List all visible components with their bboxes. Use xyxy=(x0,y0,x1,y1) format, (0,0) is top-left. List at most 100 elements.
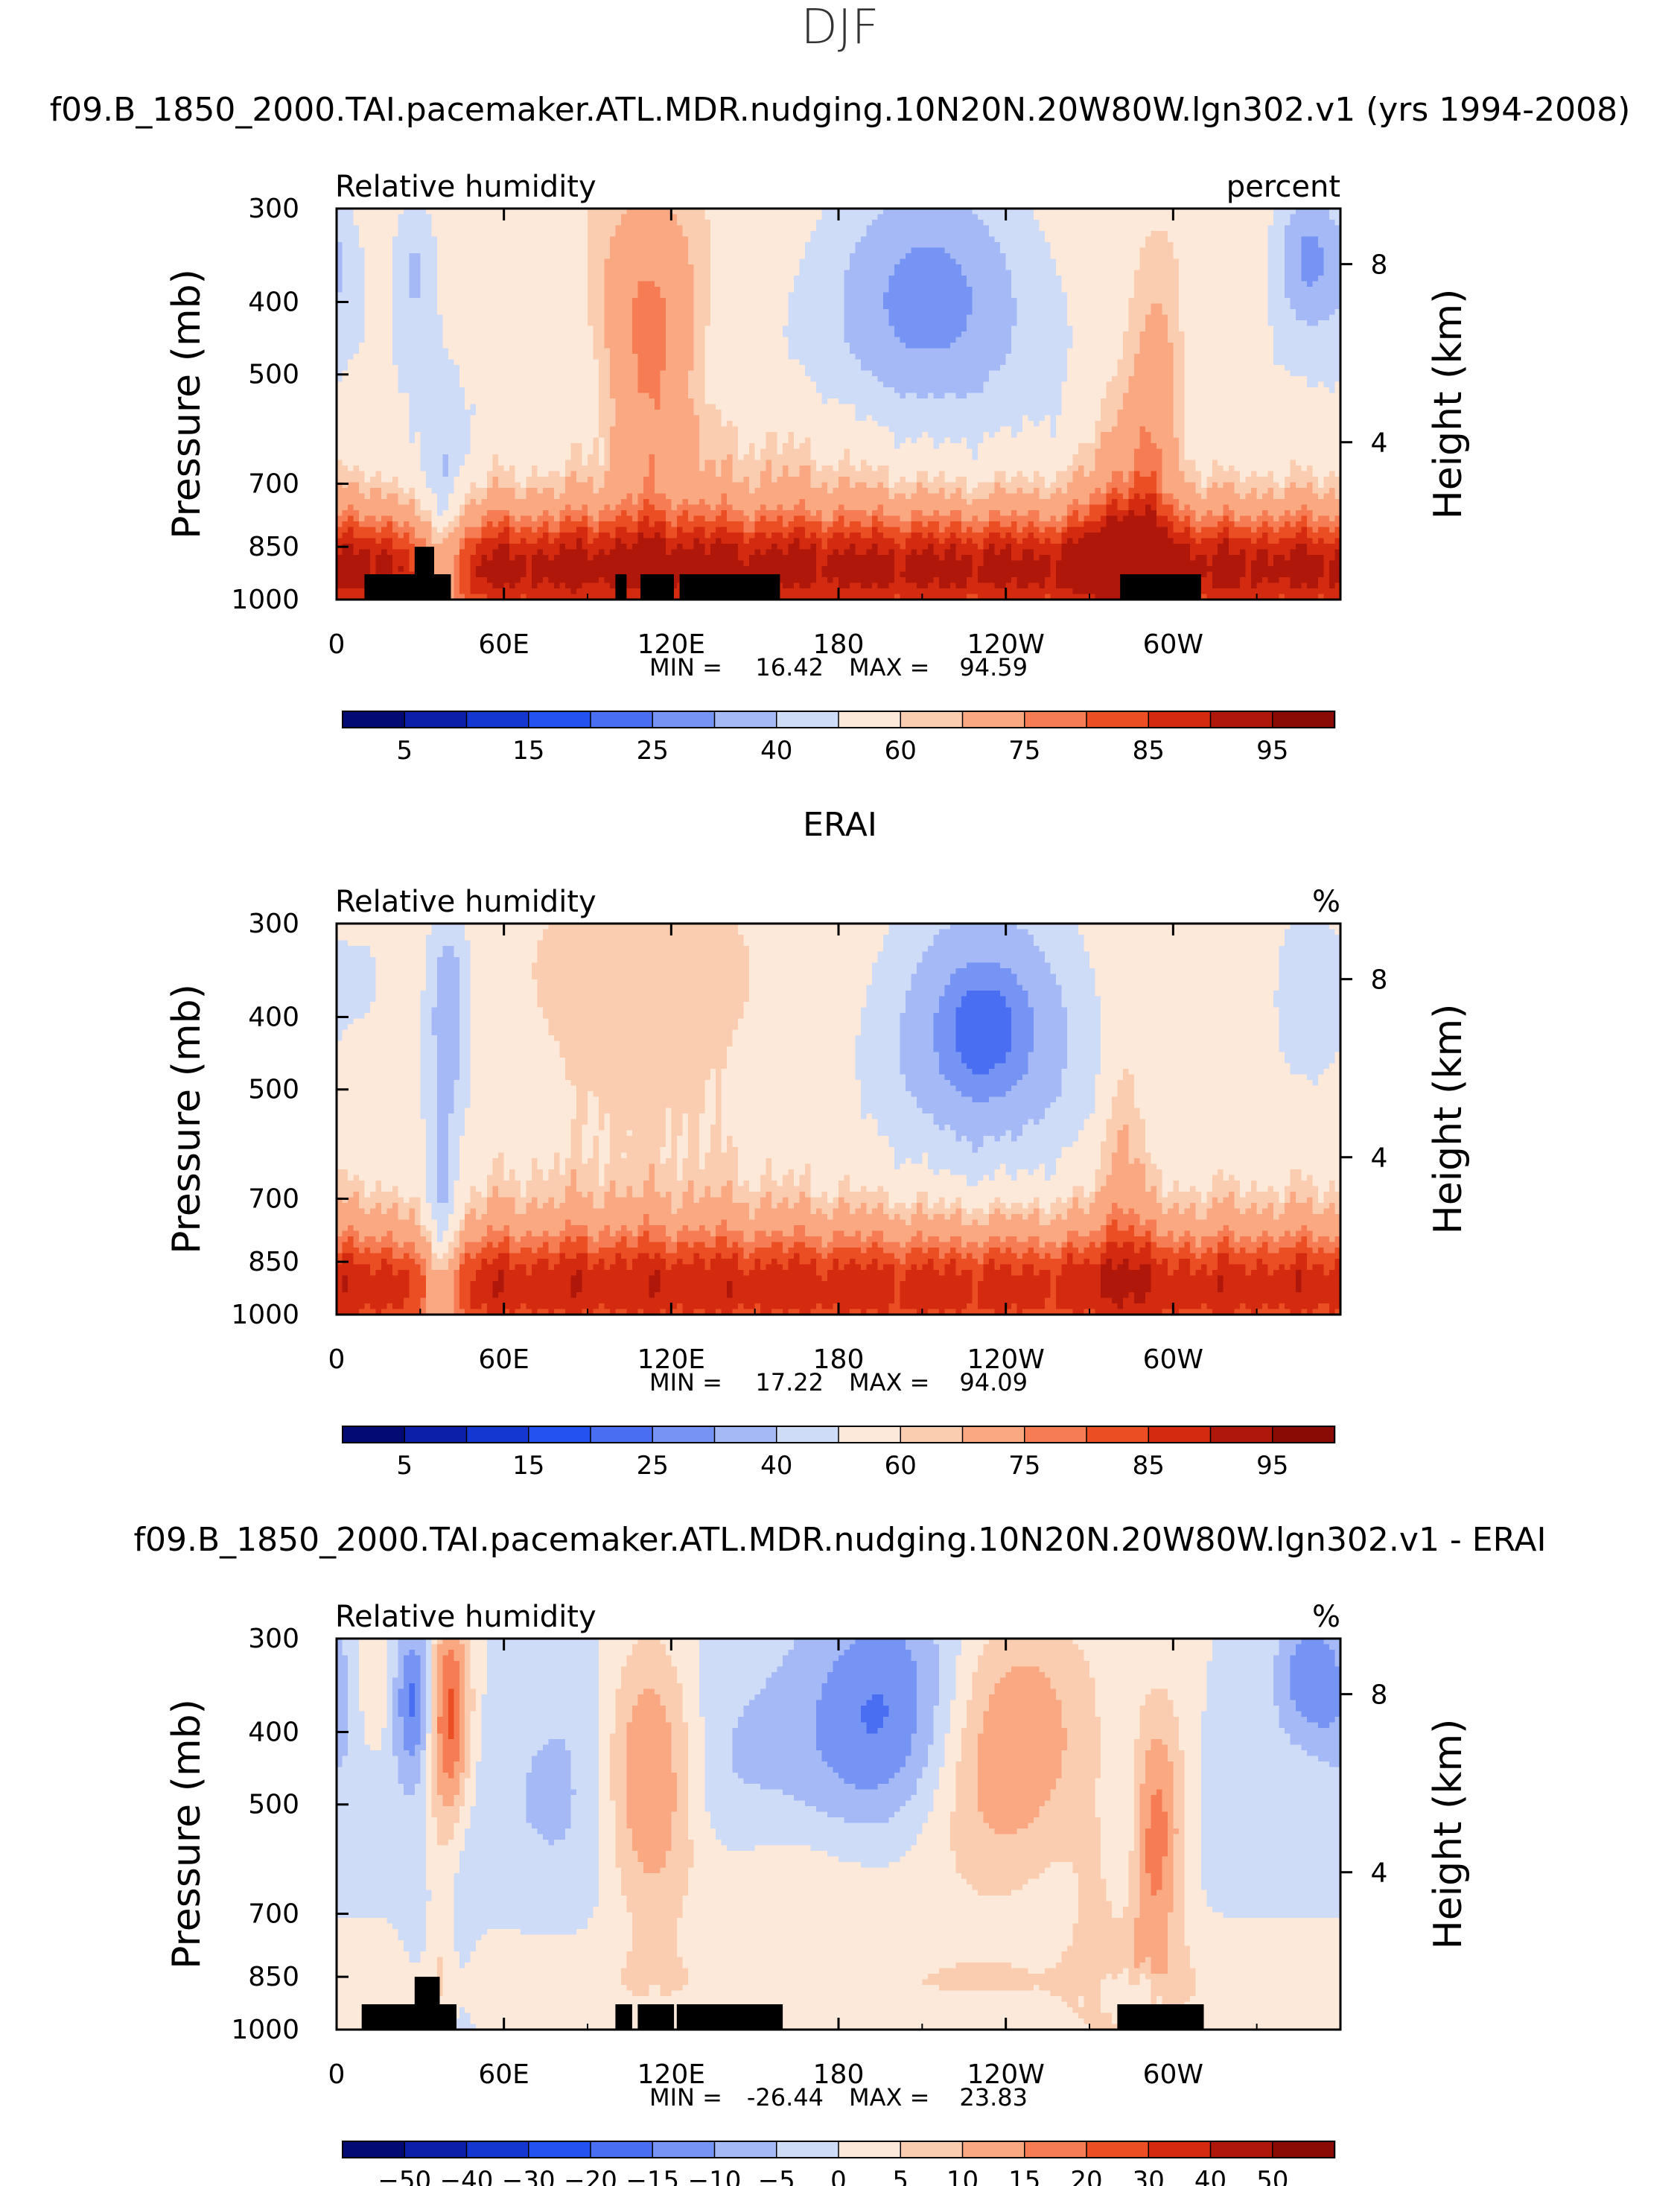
y-tick-label: 1000 xyxy=(231,2015,299,2045)
y-right-tick-label: 4 xyxy=(1371,1858,1388,1889)
x-tick-label: 120W xyxy=(967,2059,1045,2090)
colorbar-swatch xyxy=(590,1426,654,1443)
page-title: DJF xyxy=(801,0,879,55)
colorbar-swatch xyxy=(838,2141,902,2158)
colorbar-swatch xyxy=(776,711,840,728)
y-tick-label: 1000 xyxy=(231,1300,299,1330)
colorbar-label: 95 xyxy=(1256,1451,1288,1481)
colorbar: 5 15 25 40 60 75 85 95 xyxy=(342,1426,1336,1481)
colorbar-label: 0 xyxy=(830,2166,847,2186)
colorbar-label: −30 xyxy=(502,2166,556,2186)
x-tick-label: 180 xyxy=(813,629,865,660)
y-axis-title-right: Height (km) xyxy=(1426,1719,1471,1950)
colorbar-swatch xyxy=(1086,711,1150,728)
y-right-tick-label: 8 xyxy=(1371,1680,1388,1711)
y-tick-label: 400 xyxy=(248,1717,299,1747)
colorbar-swatch xyxy=(776,2141,840,2158)
colorbar-swatch xyxy=(1024,711,1088,728)
contour-field xyxy=(337,924,1341,1315)
colorbar-swatch xyxy=(1148,711,1212,728)
terrain-block xyxy=(637,2004,675,2030)
y-axis-title-right: Height (km) xyxy=(1426,1004,1471,1235)
y-right-tick-label: 4 xyxy=(1371,428,1388,459)
min-label: MIN = xyxy=(649,1368,722,1397)
colorbar-swatch xyxy=(776,1426,840,1443)
colorbar-swatch xyxy=(961,711,1025,728)
x-tick-label: 60W xyxy=(1143,1344,1203,1375)
min-label: MIN = xyxy=(649,2083,722,2112)
colorbar-swatch xyxy=(528,2141,592,2158)
colorbar-swatch xyxy=(1209,711,1273,728)
colorbar-swatch xyxy=(652,1426,716,1443)
colorbar-label: −10 xyxy=(688,2166,742,2186)
y-tick-label: 300 xyxy=(248,909,299,939)
colorbar-swatch xyxy=(404,711,468,728)
chart-title: f09.B_1850_2000.TAI.pacemaker.ATL.MDR.nu… xyxy=(50,91,1631,129)
x-tick-label: 180 xyxy=(813,2059,865,2090)
terrain-block xyxy=(615,2004,632,2030)
colorbar-label: −15 xyxy=(626,2166,679,2186)
colorbar-label: 5 xyxy=(396,1451,413,1481)
y-axis-title-right: Height (km) xyxy=(1426,289,1471,520)
chart-panel-1: f09.B_1850_2000.TAI.pacemaker.ATL.MDR.nu… xyxy=(50,91,1631,766)
terrain-block xyxy=(1120,574,1201,600)
y-axis-title: Pressure (mb) xyxy=(165,269,209,539)
y-tick-label: 400 xyxy=(248,1002,299,1032)
y-axis-title: Pressure (mb) xyxy=(165,984,209,1254)
units-label: percent xyxy=(1226,170,1340,204)
colorbar-swatch xyxy=(652,711,716,728)
terrain-block xyxy=(364,574,451,600)
terrain-block xyxy=(640,574,674,600)
y-right-tick-label: 8 xyxy=(1371,965,1388,996)
colorbar-swatch xyxy=(961,1426,1025,1443)
y-tick-label: 500 xyxy=(248,1790,299,1820)
y-tick-label: 850 xyxy=(248,1962,299,1992)
y-axis-title: Pressure (mb) xyxy=(165,1699,209,1969)
colorbar-swatch xyxy=(900,1426,964,1443)
x-tick-label: 60E xyxy=(478,2059,529,2090)
colorbar-swatch xyxy=(342,2141,406,2158)
colorbar-label: −50 xyxy=(378,2166,431,2186)
colorbar-label: 95 xyxy=(1256,736,1288,766)
y-tick-label: 1000 xyxy=(231,585,299,615)
chart-panel-2: ERAI Relative humidity % 0 60E 120E 180 120W 60W… xyxy=(165,806,1471,1481)
terrain-block xyxy=(414,1977,440,2030)
max-label: MAX = xyxy=(849,653,929,681)
terrain-block xyxy=(414,547,434,600)
colorbar-label: 40 xyxy=(760,1451,792,1481)
colorbar-swatch xyxy=(1024,2141,1088,2158)
x-tick-label: 120W xyxy=(967,629,1045,660)
x-tick-label: 120E xyxy=(637,629,705,660)
colorbar-swatch xyxy=(404,1426,468,1443)
colorbar-swatch xyxy=(1148,1426,1212,1443)
colorbar-label: 5 xyxy=(892,2166,909,2186)
colorbar-swatch xyxy=(465,711,529,728)
colorbar-label: 30 xyxy=(1133,2166,1165,2186)
colorbar-swatch xyxy=(342,711,406,728)
x-tick-label: 120E xyxy=(637,2059,705,2090)
colorbar-swatch xyxy=(900,711,964,728)
chart-title: f09.B_1850_2000.TAI.pacemaker.ATL.MDR.nu… xyxy=(134,1521,1547,1559)
terrain-block xyxy=(615,574,627,600)
colorbar-swatch xyxy=(1209,1426,1273,1443)
field-label: Relative humidity xyxy=(335,1600,596,1634)
x-tick-label: 60W xyxy=(1143,2059,1203,2090)
y-tick-label: 400 xyxy=(248,287,299,317)
contour-field xyxy=(337,209,1341,600)
colorbar-swatch xyxy=(1272,2141,1336,2158)
colorbar-label: 60 xyxy=(885,1451,917,1481)
colorbar: −50 −40 −30 −20 −15 −10 −5 0 5 10 15 20 30 40 50 xyxy=(342,2141,1336,2186)
colorbar-swatch xyxy=(838,1426,902,1443)
chart-title: ERAI xyxy=(803,806,877,844)
y-right-tick-label: 8 xyxy=(1371,250,1388,281)
colorbar-label: 40 xyxy=(1194,2166,1226,2186)
colorbar-label: 50 xyxy=(1256,2166,1288,2186)
colorbar-label: 75 xyxy=(1008,736,1040,766)
colorbar-swatch xyxy=(342,1426,406,1443)
y-tick-label: 500 xyxy=(248,360,299,390)
colorbar-label: −20 xyxy=(564,2166,617,2186)
min-value: 16.42 xyxy=(755,653,824,681)
colorbar: 5 15 25 40 60 75 85 95 xyxy=(342,711,1336,766)
colorbar-label: −5 xyxy=(758,2166,795,2186)
colorbar-label: 85 xyxy=(1133,736,1165,766)
